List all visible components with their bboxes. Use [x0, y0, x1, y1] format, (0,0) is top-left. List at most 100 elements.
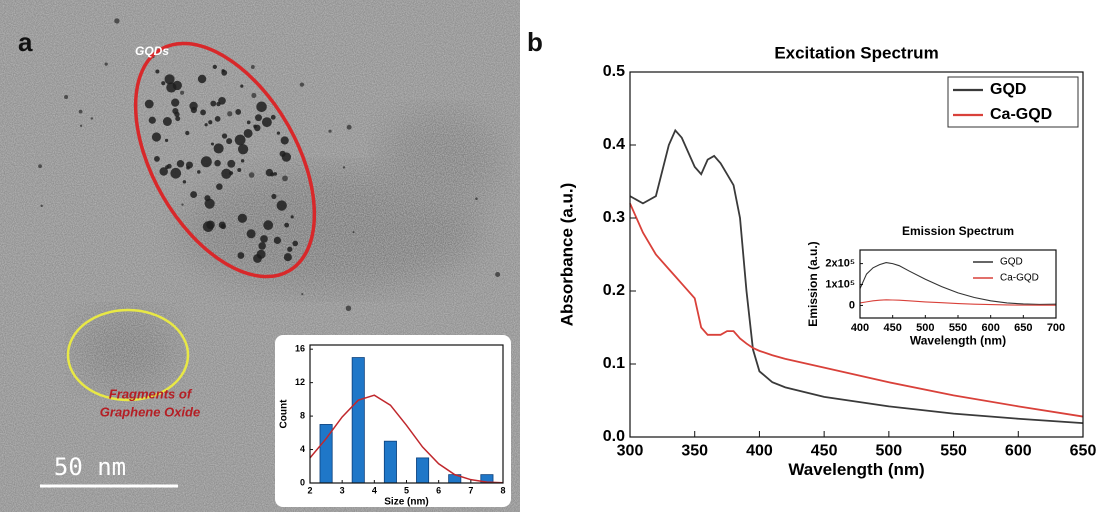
particle [261, 117, 272, 128]
plot-frame [859, 249, 1057, 319]
chart-title: Excitation Spectrum [774, 43, 938, 62]
particle [246, 229, 256, 239]
y-tick-label: 0 [300, 477, 305, 487]
particle [284, 222, 290, 228]
particle [186, 165, 190, 170]
particle [240, 84, 244, 88]
particle [352, 231, 355, 234]
y-axis-label: Emission (a.u.) [806, 241, 820, 326]
particle [475, 197, 478, 200]
particle [495, 272, 501, 278]
histogram-inset [275, 335, 511, 507]
particle [237, 252, 245, 259]
particle [208, 120, 213, 125]
particle [258, 242, 266, 250]
particle [235, 109, 242, 115]
particle [237, 168, 242, 173]
particle [251, 92, 257, 98]
x-tick-label: 7 [468, 485, 473, 495]
particle [342, 166, 346, 169]
x-tick-label: 400 [851, 322, 869, 334]
particle [282, 175, 288, 182]
x-axis-label: Wavelength (nm) [788, 460, 924, 479]
particle [175, 116, 181, 122]
bar [383, 440, 397, 484]
particle [263, 220, 274, 231]
y-tick-label: 4 [300, 444, 305, 454]
series-line [859, 299, 1056, 306]
particle [248, 172, 255, 178]
particle [190, 191, 198, 199]
particle [273, 236, 282, 245]
x-tick-label: 350 [681, 443, 708, 460]
particle [255, 114, 262, 122]
series-line [859, 261, 1057, 305]
x-tick-label: 600 [1005, 443, 1032, 460]
panel-label: a [18, 27, 33, 57]
particle [212, 64, 217, 70]
particle [345, 305, 352, 311]
particle [237, 144, 249, 155]
fragment-label: Graphene Oxide [100, 404, 200, 419]
particle [290, 215, 294, 219]
particle [276, 200, 287, 211]
x-tick-label: 5 [404, 485, 409, 495]
particle [155, 69, 160, 74]
legend-label: GQD [1000, 257, 1023, 268]
particle [299, 82, 305, 87]
x-tick-label: 400 [746, 443, 773, 460]
particle [176, 159, 185, 168]
chart-title: Emission Spectrum [902, 224, 1014, 238]
particle [270, 114, 276, 120]
particle [213, 143, 224, 154]
x-tick-label: 500 [916, 322, 934, 334]
particle [246, 120, 251, 125]
particle [260, 235, 268, 243]
particle [280, 136, 289, 145]
y-tick-label: 0.3 [603, 209, 625, 226]
series-line [629, 203, 1084, 418]
particle [202, 221, 214, 232]
particle [256, 249, 266, 259]
particle [40, 204, 43, 208]
particle [271, 193, 277, 199]
particle [281, 152, 292, 162]
particle [64, 95, 69, 100]
particle [250, 65, 255, 69]
particle [38, 164, 42, 169]
y-axis-label: Count [279, 399, 290, 429]
particle [221, 168, 232, 179]
particle [265, 168, 274, 177]
y-tick-label: 0.1 [603, 355, 625, 372]
x-tick-label: 550 [940, 443, 967, 460]
particle [185, 130, 190, 136]
x-tick-label: 650 [1070, 443, 1097, 460]
legend-label: Ca-GQD [990, 106, 1052, 123]
particle [210, 142, 214, 146]
x-tick-label: 650 [1014, 322, 1032, 334]
particle [79, 124, 83, 127]
y-tick-label: 0.2 [603, 282, 625, 299]
particle [227, 159, 236, 168]
particle [166, 82, 177, 93]
particle [243, 128, 253, 138]
particle [78, 109, 83, 114]
particle [166, 163, 172, 169]
bar [416, 457, 430, 484]
particle [181, 203, 184, 206]
y-tick-label: 0.5 [603, 63, 625, 80]
particle [226, 138, 233, 145]
particle [240, 159, 245, 163]
plot-frame [629, 71, 1084, 438]
particle [148, 116, 156, 124]
legend-box [947, 76, 1079, 128]
particle [162, 117, 172, 126]
particle [114, 18, 120, 24]
particle [90, 117, 94, 120]
x-tick-label: 700 [1047, 322, 1065, 334]
series-line [629, 128, 1084, 425]
particle [159, 167, 168, 176]
particle [214, 116, 221, 122]
y-tick-label: 1x10⁵ [825, 278, 855, 290]
tem-image: GQDs Fragments of Graphene Oxide 50 nm a [0, 0, 520, 512]
